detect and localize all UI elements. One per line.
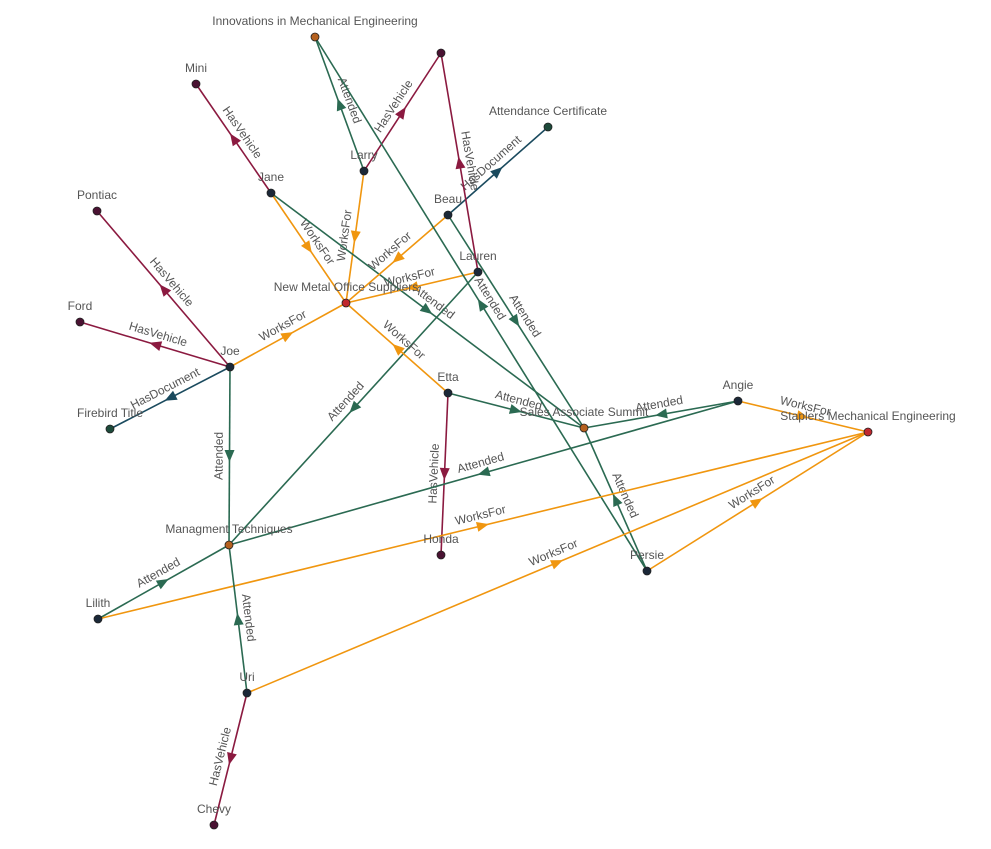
edge-arrow (224, 449, 235, 462)
edge-arrow (477, 466, 491, 477)
node (310, 32, 320, 42)
edge-arrow (350, 230, 361, 243)
edge-arrow (490, 167, 503, 179)
edge-arrow (155, 579, 169, 590)
edge-arrow (395, 106, 406, 120)
edge-arrow (392, 251, 405, 263)
node (93, 614, 103, 624)
node-label: Uri (239, 670, 254, 684)
node-label: Larry (350, 148, 377, 162)
node-label: Managment Techniques (165, 522, 292, 536)
node (473, 267, 483, 277)
edge-arrow (655, 408, 668, 419)
node (863, 427, 873, 437)
node (341, 298, 351, 308)
node-label: Attendance Certificate (489, 104, 607, 118)
node (242, 688, 252, 698)
node-label: Etta (437, 370, 459, 384)
edge-arrow (550, 560, 564, 570)
edge-arrow (455, 156, 466, 170)
node (92, 206, 102, 216)
edges: HasVehicle HasVehicleAttendedWorksForWork… (79, 36, 869, 826)
edge-arrow (477, 298, 489, 312)
node (209, 820, 219, 830)
edge-arrow (392, 344, 405, 356)
node (443, 388, 453, 398)
node (436, 48, 446, 58)
node (75, 317, 85, 327)
edge-arrow (164, 390, 178, 401)
edge-arrow (300, 240, 312, 253)
edge-arrow (475, 522, 489, 532)
edge-arrow (439, 467, 450, 480)
node-label: Sales Associate Summit (520, 405, 649, 419)
edge-label: HasVehicle (425, 443, 442, 504)
node (359, 166, 369, 176)
edge-arrow (230, 133, 242, 147)
edge-arrow (149, 341, 163, 352)
node (443, 210, 453, 220)
edge-arrow (796, 410, 809, 420)
edge-arrow (749, 498, 763, 509)
edge-arrow (508, 404, 522, 414)
edge-label: Attended (456, 449, 506, 476)
node-label: Mini (185, 61, 207, 75)
node (733, 396, 743, 406)
edge-arrow (508, 313, 520, 327)
nodes: Innovations in Mechanical Engineering Min… (68, 14, 956, 830)
edge-arrow (336, 98, 347, 112)
edge-arrow (419, 302, 433, 315)
edge-label: Attended (335, 75, 365, 125)
edge-label: HasVehicle (147, 255, 197, 310)
node (642, 566, 652, 576)
edge-arrow (233, 613, 244, 626)
node-label: New Metal Office Suppliers (274, 280, 419, 294)
edge-arrow (280, 332, 294, 343)
edge-label: WorksFor (334, 209, 355, 262)
node-label: Jane (258, 170, 284, 184)
node-label: Lauren (459, 249, 496, 263)
node-label: Angie (723, 378, 754, 392)
edge-arrow (406, 281, 419, 291)
node-label: Innovations in Mechanical Engineering (212, 14, 417, 28)
node-label: Pontiac (77, 188, 117, 202)
node-label: Joe (220, 344, 240, 358)
edge-arrow (613, 494, 623, 508)
edge-arrow (349, 400, 362, 413)
node-label: Persie (630, 548, 664, 562)
node-label: Staplers Mechanical Engineering (780, 409, 955, 423)
node-label: Ford (68, 299, 93, 313)
edge-label: Attended (212, 432, 226, 480)
edge-label: Attended (239, 593, 259, 642)
node (225, 362, 235, 372)
node (543, 122, 553, 132)
edge-label: HasDocument (128, 364, 203, 412)
node-label: Chevy (197, 802, 231, 816)
node (266, 188, 276, 198)
edge-label: WorksFor (297, 217, 338, 268)
node (436, 550, 446, 560)
edge-arrow (227, 751, 237, 765)
node-label: Firebird Title (77, 406, 143, 420)
node (579, 423, 589, 433)
node-label: Beau (434, 192, 462, 206)
node-label: Honda (423, 532, 459, 546)
node (224, 540, 234, 550)
edge-arrow (159, 284, 172, 297)
edge-label: WorksFor (726, 473, 777, 512)
node (105, 424, 115, 434)
node (191, 79, 201, 89)
node-label: Lilith (86, 596, 111, 610)
